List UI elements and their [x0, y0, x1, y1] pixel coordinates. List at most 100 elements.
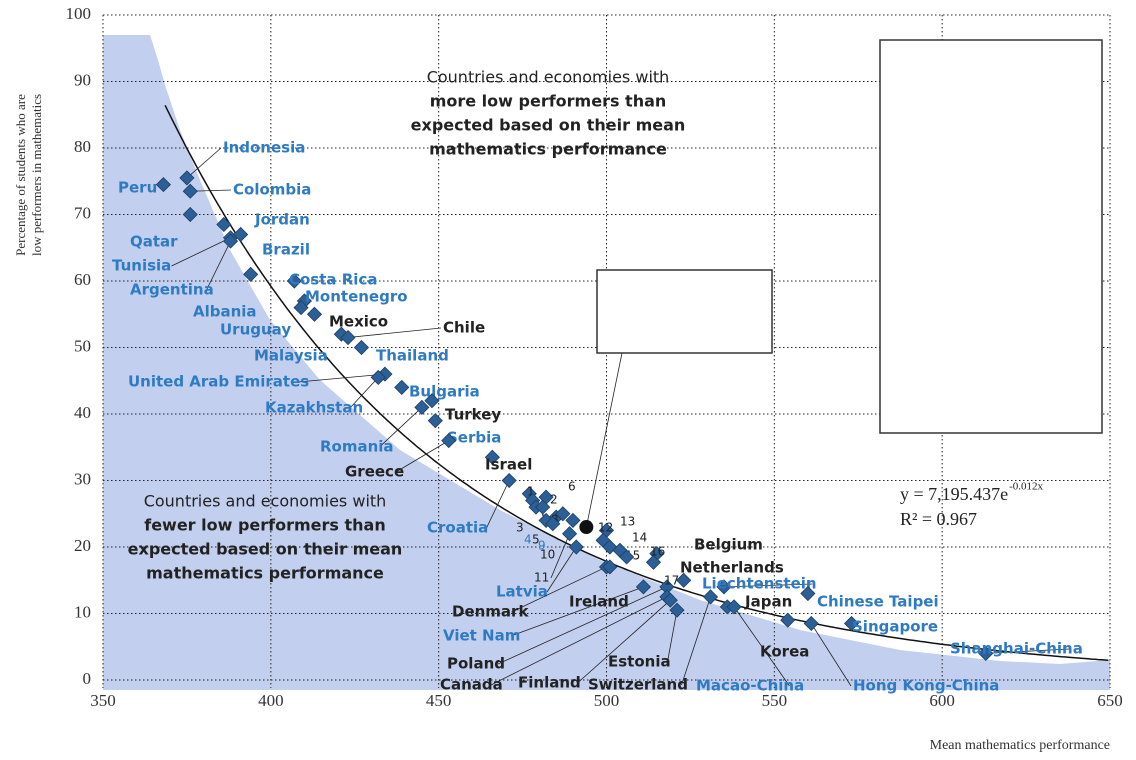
y-axis-label: low performers in mathematics: [29, 94, 44, 256]
y-tick-label: 20: [74, 536, 91, 555]
y-axis-label: Percentage of students who are: [13, 94, 28, 256]
point-label: Switzerland: [588, 676, 688, 694]
point: [182, 183, 198, 199]
point: [353, 339, 370, 356]
point: [669, 602, 685, 618]
point: [286, 273, 302, 289]
point-label: Montenegro: [305, 288, 408, 306]
point: [619, 549, 635, 565]
point-label: 12: [598, 521, 613, 535]
point-label: 10: [540, 548, 555, 562]
point-label: Qatar: [130, 233, 178, 251]
point-label: 13: [620, 515, 635, 529]
point: [602, 559, 618, 575]
annotation: Countries and economies with: [427, 68, 670, 87]
y-tick-label: 10: [74, 602, 91, 621]
x-tick-label: 600: [929, 691, 955, 710]
point-label: Jordan: [254, 211, 310, 229]
point-label: 4: [524, 533, 532, 547]
point-label: 1: [527, 485, 535, 499]
point-label: 3: [516, 521, 524, 535]
point: [394, 379, 410, 395]
point-label: 9: [538, 539, 546, 553]
x-tick-label: 450: [426, 691, 452, 710]
leader-line: [585, 352, 623, 528]
y-tick-label: 80: [74, 137, 91, 156]
x-tick-label: 500: [594, 691, 620, 710]
point-label: 6: [568, 480, 576, 494]
annotation: expected based on their mean: [411, 116, 686, 135]
leader-line: [497, 586, 668, 665]
point-label: Turkey: [445, 406, 501, 424]
point: [155, 177, 171, 193]
leader-line: [349, 377, 379, 409]
annotation: expected based on their mean: [128, 540, 403, 559]
point-label: Viet Nam: [443, 627, 520, 645]
point-label: United Arab Emirates: [128, 373, 309, 391]
point: [441, 433, 457, 449]
point-label: Tunisia: [112, 257, 171, 275]
point-label: Chile: [443, 319, 485, 337]
y-tick-label: 90: [74, 70, 91, 89]
point-label: Singapore: [852, 618, 938, 636]
point-label: 16: [650, 545, 665, 559]
point-label: Ireland: [569, 593, 629, 611]
annotation: Countries and economies with: [144, 492, 387, 511]
point-label: Israel: [485, 456, 532, 474]
point-label: Latvia: [496, 583, 548, 601]
annotation: more low performers than: [430, 92, 667, 111]
x-tick-label: 650: [1097, 691, 1123, 710]
leader-line: [723, 583, 813, 588]
key-box: [879, 39, 1103, 434]
leader-line: [171, 237, 231, 267]
point: [726, 599, 742, 615]
point: [414, 399, 430, 415]
y-tick-label: 50: [74, 336, 91, 355]
point-label: Thailand: [376, 347, 449, 365]
equation: y = 7,195.437e: [900, 484, 1008, 504]
point-label: Albania: [193, 303, 257, 321]
leader-line: [186, 147, 222, 179]
point: [501, 472, 517, 489]
point: [306, 306, 323, 322]
point: [555, 506, 571, 522]
point-label: Brazil: [262, 241, 310, 259]
leader-line: [379, 407, 423, 448]
point-label: Korea: [760, 643, 809, 661]
point-label: 17: [664, 574, 679, 588]
y-tick-label: 70: [74, 203, 91, 222]
grid: 0 10 20 30 40 50 60 70 80 90 100 350 400 450 500 550 600…: [66, 4, 1123, 710]
point-label: Serbia: [447, 429, 501, 447]
y-tick-label: 40: [74, 403, 91, 422]
leader-line: [490, 596, 668, 686]
leader-line: [550, 533, 570, 579]
point: [179, 170, 195, 186]
y-tick-label: 100: [66, 4, 92, 23]
leader-line: [347, 327, 442, 338]
point-label: Indonesia: [223, 139, 305, 157]
point: [562, 526, 578, 542]
shaded-region: [103, 35, 1110, 690]
point-label: Canada: [440, 676, 503, 694]
point-label: Chinese Taipei: [817, 593, 939, 611]
annotation: mathematics performance: [429, 140, 667, 159]
point: [716, 579, 732, 595]
point: [222, 233, 239, 249]
leader-line: [577, 599, 671, 684]
point: [293, 300, 309, 316]
leader-line: [667, 610, 678, 663]
point-label: Japan: [744, 593, 792, 611]
leader-line: [486, 480, 510, 529]
point-label: Poland: [447, 655, 505, 673]
point-label: Colombia: [233, 181, 311, 199]
point: [216, 216, 232, 233]
point-label: Peru: [118, 179, 157, 197]
annotation: fewer low performers than: [144, 516, 386, 535]
point: [676, 572, 692, 588]
point-label: Finland: [518, 674, 581, 692]
point-label: 5: [532, 533, 540, 547]
point: [645, 554, 662, 570]
point: [545, 516, 561, 532]
leader-line: [546, 546, 577, 593]
